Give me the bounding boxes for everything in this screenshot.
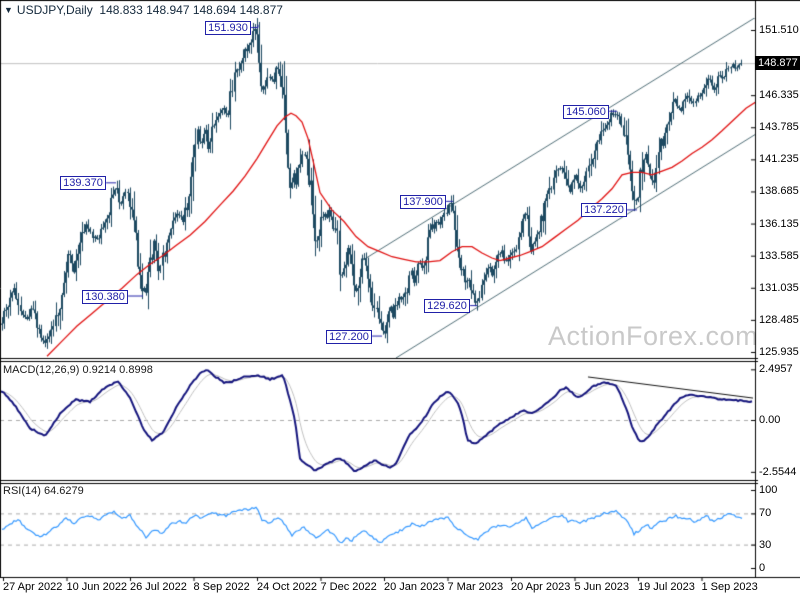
price-flag-label: 139.370 xyxy=(60,176,106,191)
price-flag-label: 137.900 xyxy=(400,194,446,209)
price-axis-tick-label: 133.585 xyxy=(759,249,799,262)
date-axis-tick-label: 7 Dec 2022 xyxy=(320,581,377,593)
symbol-period-label: USDJPY,Daily xyxy=(16,3,93,17)
rsi-axis-tick-label: 100 xyxy=(759,484,778,496)
price-axis-tick-label: 151.510 xyxy=(759,24,799,36)
date-axis-tick-label: 27 Apr 2022 xyxy=(3,581,63,593)
rsi-axis-tick-label: 30 xyxy=(759,538,772,551)
price-flag-label: 145.060 xyxy=(563,104,609,119)
price-axis-tick-label: 131.035 xyxy=(759,281,799,294)
rsi-indicator-label: RSI(14) 64.6279 xyxy=(3,485,84,497)
price-axis-tick-label: 138.685 xyxy=(759,185,799,198)
macd-indicator-label: MACD(12,26,9) 0.9214 0.8998 xyxy=(3,364,153,376)
date-axis-tick-label: 20 Jan 2023 xyxy=(384,581,445,593)
date-axis-tick-label: 7 Mar 2023 xyxy=(447,581,504,593)
price-flag-label: 129.620 xyxy=(424,299,470,314)
rsi-axis-tick-label: 70 xyxy=(759,507,772,520)
price-flag-label: 127.200 xyxy=(326,329,372,344)
price-axis-tick-label: 128.485 xyxy=(759,313,799,326)
macd-axis-tick-label: 0.00 xyxy=(759,414,781,426)
rsi-axis-tick-label: 0 xyxy=(759,562,766,574)
price-axis-tick-label: 146.335 xyxy=(759,89,799,102)
macd-axis-tick-label: -2.5544 xyxy=(759,465,797,478)
price-flag-label: 137.220 xyxy=(581,203,627,218)
price-axis-tick-label: 136.135 xyxy=(759,217,799,230)
current-price-badge: 148.877 xyxy=(755,56,800,71)
price-flag-label: 130.380 xyxy=(82,289,128,304)
ohlc-values: 148.833 148.947 148.694 148.877 xyxy=(99,3,283,17)
date-axis-tick-label: 10 Jun 2022 xyxy=(66,581,128,593)
date-axis-tick-label: 26 Jul 2022 xyxy=(130,581,187,593)
date-axis-tick-label: 1 Sep 2023 xyxy=(701,581,758,593)
date-axis-tick-label: 20 Apr 2023 xyxy=(511,581,571,593)
price-flag-label: 151.930 xyxy=(205,21,251,35)
price-axis-tick-label: 141.235 xyxy=(759,153,799,166)
date-axis-tick-label: 24 Oct 2022 xyxy=(257,581,317,593)
collapse-triangle-icon[interactable]: ▼ xyxy=(4,5,13,15)
date-axis-tick-label: 5 Jun 2023 xyxy=(574,581,629,593)
date-axis-tick-label: 8 Sep 2022 xyxy=(193,581,250,593)
chart-header: ▼ USDJPY,Daily 148.833 148.947 148.694 14… xyxy=(4,3,283,17)
date-axis-tick-label: 19 Jul 2023 xyxy=(638,581,695,593)
macd-axis-tick-label: 2.4957 xyxy=(759,363,793,376)
price-axis-tick-label: 143.785 xyxy=(759,121,799,134)
price-axis-tick-label: 125.935 xyxy=(759,345,799,358)
